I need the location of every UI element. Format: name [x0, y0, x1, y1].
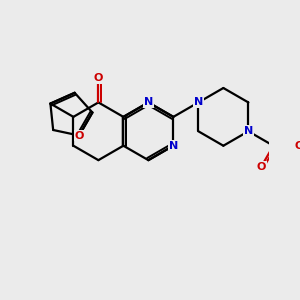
- Text: N: N: [244, 126, 253, 136]
- Text: O: O: [94, 73, 103, 83]
- Text: N: N: [144, 98, 153, 107]
- Text: O: O: [294, 141, 300, 151]
- Text: N: N: [169, 141, 178, 151]
- Text: O: O: [256, 162, 266, 172]
- Text: O: O: [74, 130, 84, 140]
- Text: N: N: [194, 98, 203, 107]
